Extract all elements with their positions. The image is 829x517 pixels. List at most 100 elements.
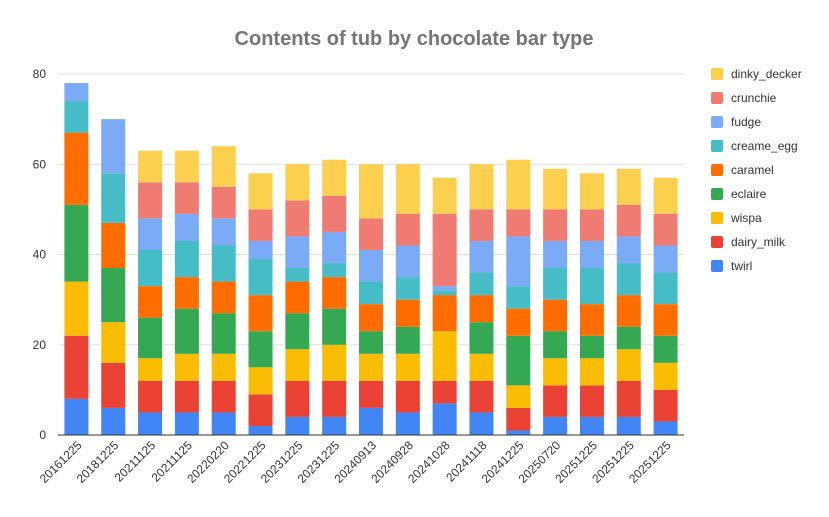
legend-label-dinky_decker: dinky_decker <box>731 67 802 81</box>
y-tick-label: 20 <box>33 338 47 352</box>
bar-segment-twirl <box>285 416 310 435</box>
bar-segment-dairy_milk <box>469 380 494 413</box>
y-tick-label: 80 <box>33 67 47 81</box>
bar-segment-eclaire <box>469 322 494 354</box>
bar-segment-crunchie <box>469 209 494 241</box>
legend-label-creame_egg: creame_egg <box>731 139 798 153</box>
bar-segment-twirl <box>616 416 641 435</box>
bar-segment-creame_egg <box>469 272 494 296</box>
bar-segment-dinky_decker <box>285 164 310 201</box>
bar-segment-eclaire <box>285 313 310 350</box>
bar-segment-dinky_decker <box>506 159 531 210</box>
bar-segment-wispa <box>211 353 236 381</box>
bar-segment-caramel <box>616 295 641 327</box>
bar-segment-caramel <box>174 277 199 309</box>
x-axis-ticks: 2016122520181225202111252021112520220220… <box>37 438 674 486</box>
bar-segment-fudge <box>248 240 273 260</box>
bar-segment-wispa <box>248 367 273 395</box>
bar-segment-dairy_milk <box>359 380 383 408</box>
bar-segment-creame_egg <box>285 268 310 282</box>
bar-segment-wispa <box>359 353 383 381</box>
bar-segment-crunchie <box>616 204 641 237</box>
bar-segment-dairy_milk <box>101 362 126 408</box>
bar-segment-crunchie <box>174 182 199 214</box>
bar-segment-caramel <box>101 222 126 269</box>
bar-segment-dinky_decker <box>174 150 199 183</box>
bar-segment-crunchie <box>653 213 678 246</box>
legend-label-eclaire: eclaire <box>731 187 767 201</box>
bar-segment-caramel <box>138 286 163 318</box>
legend-label-fudge: fudge <box>731 115 761 129</box>
bar-segment-fudge <box>285 236 310 269</box>
bar-segment-wispa <box>395 353 420 381</box>
bar-segment-caramel <box>469 295 494 323</box>
bar-segment-caramel <box>653 304 678 336</box>
bar-segment-twirl <box>469 412 494 435</box>
bar-segment-creame_egg <box>211 245 236 282</box>
bar-segment-crunchie <box>138 182 163 219</box>
bar-segment-fudge <box>616 236 641 264</box>
bar-segment-wispa <box>616 349 641 381</box>
bar-segment-fudge <box>395 245 420 278</box>
chart-title: Contents of tub by chocolate bar type <box>235 28 594 50</box>
bar-segment-dinky_decker <box>469 164 494 210</box>
bar-segment-eclaire <box>579 335 604 359</box>
bar-segment-caramel <box>395 299 420 327</box>
y-tick-label: 0 <box>39 428 46 442</box>
bar-segment-dairy_milk <box>543 385 568 417</box>
legend-swatch-fudge <box>711 116 723 128</box>
bar-segment-creame_egg <box>653 272 678 305</box>
bar-segment-wispa <box>653 362 678 390</box>
bar-segment-caramel <box>322 277 347 309</box>
bar-segment-creame_egg <box>543 268 568 300</box>
legend-swatch-dinky_decker <box>711 68 723 80</box>
bar-segment-fudge <box>506 236 531 287</box>
bar-segment-crunchie <box>579 209 604 241</box>
bar-segment-wispa <box>579 358 604 386</box>
bar-segment-crunchie <box>285 200 310 237</box>
legend-swatch-crunchie <box>711 92 723 104</box>
bar-segment-creame_egg <box>64 101 89 133</box>
bar-segment-creame_egg <box>322 263 347 278</box>
bar-segment-twirl <box>579 416 604 435</box>
bar-segment-creame_egg <box>359 281 383 305</box>
bar-segment-wispa <box>506 385 531 408</box>
bar-segment-eclaire <box>138 317 163 359</box>
bar-segment-fudge <box>432 286 457 291</box>
bar-segment-fudge <box>174 213 199 241</box>
legend-label-dairy_milk: dairy_milk <box>731 235 786 249</box>
bar-segment-dairy_milk <box>138 380 163 413</box>
bar-segment-fudge <box>653 245 678 273</box>
bar-segment-twirl <box>101 407 126 435</box>
bar-segment-crunchie <box>359 218 383 250</box>
bar-segment-wispa <box>174 353 199 381</box>
bar-segment-creame_egg <box>248 259 273 296</box>
legend-label-crunchie: crunchie <box>731 91 777 105</box>
bar-segment-crunchie <box>211 186 236 219</box>
bar-segment-eclaire <box>174 308 199 354</box>
bar-segment-eclaire <box>248 331 273 368</box>
bar-segment-twirl <box>138 412 163 435</box>
bar-segment-eclaire <box>395 326 420 354</box>
bar-segment-fudge <box>101 119 126 174</box>
bar-segment-twirl <box>543 416 568 435</box>
bar-segment-creame_egg <box>395 277 420 300</box>
bar-segment-dairy_milk <box>211 380 236 413</box>
bar-segment-twirl <box>248 425 273 435</box>
bar-segment-dairy_milk <box>395 380 420 413</box>
bar-segment-creame_egg <box>579 268 604 305</box>
bar-segment-dairy_milk <box>616 380 641 417</box>
bar-segment-dairy_milk <box>64 335 89 399</box>
bar-segment-dinky_decker <box>211 146 236 187</box>
y-axis-ticks: 0 20 40 60 80 <box>33 67 47 442</box>
bar-segment-wispa <box>322 344 347 381</box>
bar-segment-wispa <box>101 322 126 363</box>
legend-label-twirl: twirl <box>731 259 752 273</box>
bar-segment-creame_egg <box>506 286 531 309</box>
bar-segment-dairy_milk <box>322 380 347 417</box>
bar-segment-crunchie <box>395 213 420 246</box>
bar-segment-twirl <box>64 398 89 435</box>
legend-label-wispa: wispa <box>730 211 762 225</box>
bar-segment-dairy_milk <box>285 380 310 417</box>
